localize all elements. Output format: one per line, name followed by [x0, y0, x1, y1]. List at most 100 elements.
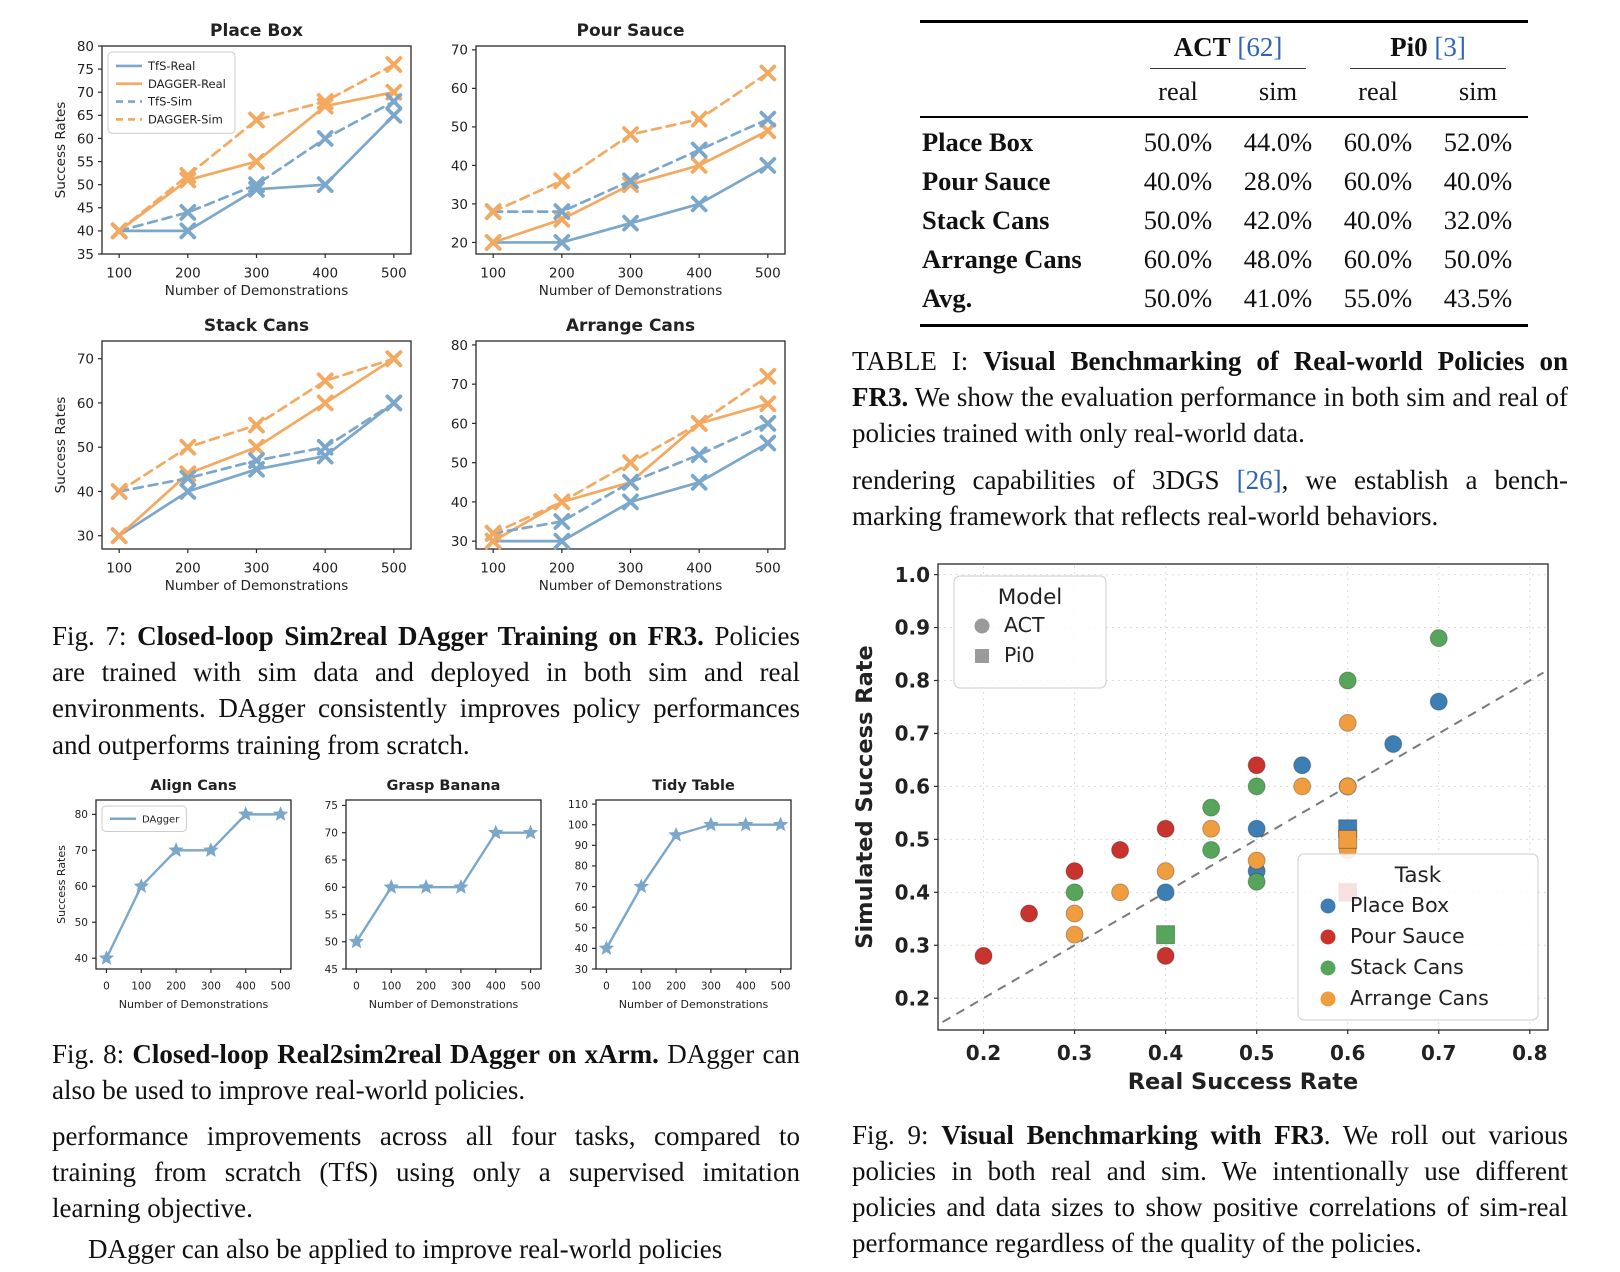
cell-value: 28.0%	[1243, 166, 1313, 196]
svg-text:0.9: 0.9	[895, 616, 930, 640]
cell-value: 40.0%	[1143, 166, 1213, 196]
svg-text:Success Rates: Success Rates	[55, 845, 68, 924]
svg-text:50: 50	[451, 120, 468, 136]
svg-text:100: 100	[568, 819, 588, 831]
svg-text:0.7: 0.7	[895, 722, 930, 746]
svg-text:40: 40	[75, 953, 88, 965]
svg-text:100: 100	[480, 266, 506, 282]
svg-text:500: 500	[381, 561, 407, 577]
svg-text:55: 55	[325, 909, 338, 921]
cell-value: 44.0%	[1243, 127, 1313, 157]
cell-value: 42.0%	[1243, 205, 1313, 235]
cell-task: Place Box	[922, 127, 1034, 157]
svg-text:30: 30	[575, 963, 588, 975]
svg-text:Grasp Banana: Grasp Banana	[387, 778, 501, 794]
table-1-wrap: ACT [62] Pi0 [3] real sim real sim Place…	[872, 20, 1568, 327]
table-sub-header-row: real sim real sim	[920, 73, 1528, 118]
svg-text:1.0: 1.0	[895, 563, 930, 587]
svg-text:Place Box: Place Box	[1350, 893, 1449, 917]
svg-text:30: 30	[451, 534, 468, 550]
fig7-caption-body: Policies are trained with sim data and d…	[52, 621, 801, 760]
table-blank-cell	[920, 22, 1128, 74]
figure-7-caption: Fig. 7: Closed-loop Sim2real DAgger Trai…	[52, 618, 800, 763]
svg-text:70: 70	[575, 881, 588, 893]
svg-text:45: 45	[325, 963, 338, 975]
citation-3dgs[interactable]: [26]	[1236, 464, 1282, 495]
table-caption-title: Visual Benchmarking of Real-world Polici…	[852, 346, 1568, 413]
svg-text:70: 70	[451, 43, 468, 59]
cell-value: 50.0%	[1443, 244, 1513, 274]
svg-text:400: 400	[236, 980, 256, 992]
svg-text:70: 70	[325, 827, 338, 839]
figure-8-charts: 0 100 200 300 400 500 40 50 60 70 80 Align Cans Numb…	[52, 773, 800, 1020]
svg-text:0.8: 0.8	[1512, 1041, 1547, 1065]
chart-tidy-table: 0 100 200 300 400 500 30 40 50 60 70 80 90 100 110 Tidy…	[552, 773, 800, 1020]
svg-text:DAgger: DAgger	[142, 814, 180, 825]
cell-value: 60.0%	[1143, 244, 1213, 274]
fig9-caption-title: Visual Benchmarking with FR3	[941, 1119, 1324, 1150]
paragraph-dagger-applied: DAgger can also be applied to improve re…	[88, 1233, 723, 1264]
svg-text:100: 100	[381, 980, 401, 992]
svg-text:200: 200	[549, 561, 575, 577]
figure-9-wrap: 0.2 0.3 0.4 0.5 0.6 0.7 0.8 0.2 0.3 0.4 0.5 0.6 0.7 0…	[852, 548, 1568, 1101]
cell-task: Stack Cans	[922, 205, 1050, 235]
svg-text:0.4: 0.4	[895, 880, 930, 904]
svg-text:80: 80	[451, 338, 468, 354]
svg-text:40: 40	[77, 484, 94, 500]
citation-act[interactable]: [62]	[1237, 32, 1283, 62]
svg-text:50: 50	[77, 440, 94, 456]
fig7-caption-prefix: Fig. 7:	[52, 621, 138, 651]
svg-text:0: 0	[103, 980, 110, 992]
svg-text:200: 200	[175, 561, 201, 577]
svg-text:Number of Demonstrations: Number of Demonstrations	[165, 283, 349, 299]
svg-text:75: 75	[77, 62, 94, 78]
svg-text:Model: Model	[998, 585, 1063, 610]
svg-text:500: 500	[271, 980, 291, 992]
svg-text:0.7: 0.7	[1421, 1041, 1456, 1065]
svg-text:60: 60	[77, 396, 94, 412]
svg-text:300: 300	[618, 266, 644, 282]
svg-text:Place Box: Place Box	[210, 21, 303, 41]
table-row: Pour Sauce 40.0% 28.0% 60.0% 40.0%	[920, 162, 1528, 201]
svg-text:200: 200	[175, 266, 201, 282]
svg-text:110: 110	[568, 799, 588, 811]
cell-value: 55.0%	[1328, 279, 1428, 327]
table-group-pi0: Pi0 [3]	[1328, 22, 1528, 74]
svg-text:0.2: 0.2	[895, 986, 930, 1010]
table-group-header-row: ACT [62] Pi0 [3]	[920, 22, 1528, 74]
svg-text:Simulated Success Rate: Simulated Success Rate	[854, 645, 878, 949]
svg-text:65: 65	[325, 854, 338, 866]
left-column: 100 200 300 400 500 35 40 45 50 55 60 65 70 75 80 Place…	[52, 14, 800, 1271]
table-row: Arrange Cans 60.0% 48.0% 60.0% 50.0%	[920, 240, 1528, 279]
paragraph-rendering-pre: rendering capabilities of 3DGS	[852, 464, 1237, 495]
table-row: Avg. 50.0% 41.0% 55.0% 43.5%	[920, 279, 1528, 327]
fig8-caption-body: DAgger can also be used to improve real-…	[52, 1038, 800, 1105]
subheader-act-sim: sim	[1228, 73, 1328, 118]
svg-text:30: 30	[77, 529, 94, 545]
svg-text:400: 400	[736, 980, 756, 992]
svg-text:20: 20	[451, 235, 468, 251]
svg-text:300: 300	[244, 561, 270, 577]
svg-text:300: 300	[618, 561, 644, 577]
svg-text:500: 500	[381, 266, 407, 282]
svg-text:Number of Demonstrations: Number of Demonstrations	[539, 578, 723, 594]
subheader-act-real: real	[1128, 73, 1228, 118]
svg-text:40: 40	[575, 943, 588, 955]
fig9-caption-prefix: Fig. 9:	[852, 1119, 942, 1150]
svg-text:200: 200	[549, 266, 575, 282]
cell-value: 52.0%	[1443, 127, 1513, 157]
chart-stack-cans: 100 200 300 400 500 30 40 50 60 70 Stack Cans Numbe…	[52, 309, 424, 602]
citation-pi0[interactable]: [3]	[1434, 32, 1466, 62]
cell-value: 43.5%	[1428, 279, 1528, 327]
svg-text:200: 200	[666, 980, 686, 992]
right-column: ACT [62] Pi0 [3] real sim real sim Place…	[852, 10, 1568, 1272]
paragraph-rendering: rendering capabilities of 3DGS [26], we …	[852, 462, 1568, 534]
svg-text:0.4: 0.4	[1148, 1041, 1183, 1065]
svg-text:0.5: 0.5	[895, 827, 930, 851]
fig8-caption-prefix: Fig. 8:	[52, 1038, 133, 1069]
svg-text:Pour Sauce: Pour Sauce	[1350, 924, 1465, 948]
svg-text:65: 65	[77, 108, 94, 124]
cell-value: 60.0%	[1343, 127, 1413, 157]
paragraph-rendering-post: , we establish a bench-marking framework…	[852, 464, 1568, 531]
